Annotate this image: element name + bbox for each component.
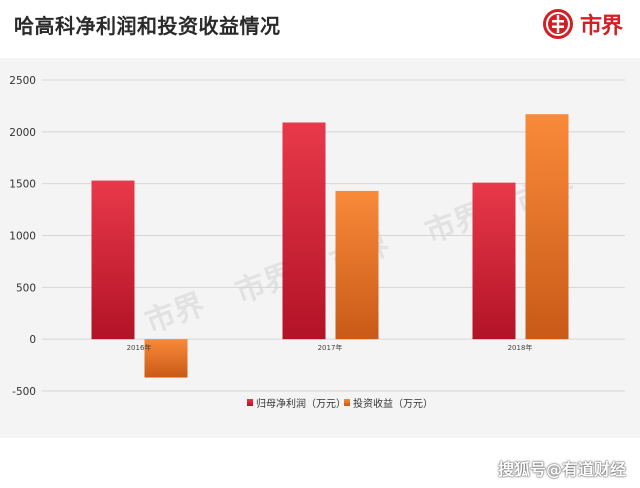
footer-watermark: 搜狐号@有道财经 bbox=[497, 460, 626, 479]
x-axis-category-labels: 2016年 2017年 2018年 bbox=[127, 343, 533, 352]
chart-bars bbox=[91, 114, 569, 378]
page-title: 哈高科净利润和投资收益情况 bbox=[14, 14, 281, 38]
bar-series-1-2017年 bbox=[282, 122, 326, 340]
y-tick-label: 1000 bbox=[9, 231, 36, 243]
x-category-label: 2016年 bbox=[127, 343, 152, 352]
legend-label-series-2: 投资收益（万元） bbox=[353, 397, 433, 410]
y-tick-label: -500 bbox=[12, 386, 36, 398]
header: 哈高科净利润和投资收益情况 市界 bbox=[0, 0, 640, 48]
brand-logo-text: 市界 bbox=[579, 14, 623, 39]
chart-legend: 归母净利润（万元） 投资收益（万元） bbox=[247, 397, 433, 410]
x-category-label: 2018年 bbox=[508, 343, 533, 352]
legend-swatch-series-2 bbox=[344, 399, 350, 406]
y-tick-label: 2500 bbox=[9, 75, 36, 87]
y-tick-label: 500 bbox=[16, 282, 36, 294]
brand-logo: 市界 bbox=[542, 6, 623, 42]
y-tick-label: 1500 bbox=[9, 179, 36, 191]
x-category-label: 2017年 bbox=[318, 343, 343, 352]
bar-series-2-2017年 bbox=[335, 190, 379, 340]
legend-swatch-series-1 bbox=[247, 399, 253, 406]
y-tick-label: 0 bbox=[29, 334, 36, 346]
y-tick-label: 2000 bbox=[9, 127, 36, 139]
bar-series-2-2016年 bbox=[144, 339, 188, 378]
footer: 搜狐号@有道财经 bbox=[0, 438, 640, 488]
legend-label-series-1: 归母净利润（万元） bbox=[256, 397, 346, 410]
bar-series-1-2018年 bbox=[472, 182, 516, 340]
brand-logo-icon bbox=[542, 9, 573, 39]
bar-series-1-2016年 bbox=[91, 180, 135, 340]
y-axis-tick-labels: 2500 2000 1500 1000 500 0 -500 bbox=[9, 75, 36, 398]
watermark-text: 市界 bbox=[141, 287, 209, 340]
bar-series-2-2018年 bbox=[525, 114, 569, 340]
